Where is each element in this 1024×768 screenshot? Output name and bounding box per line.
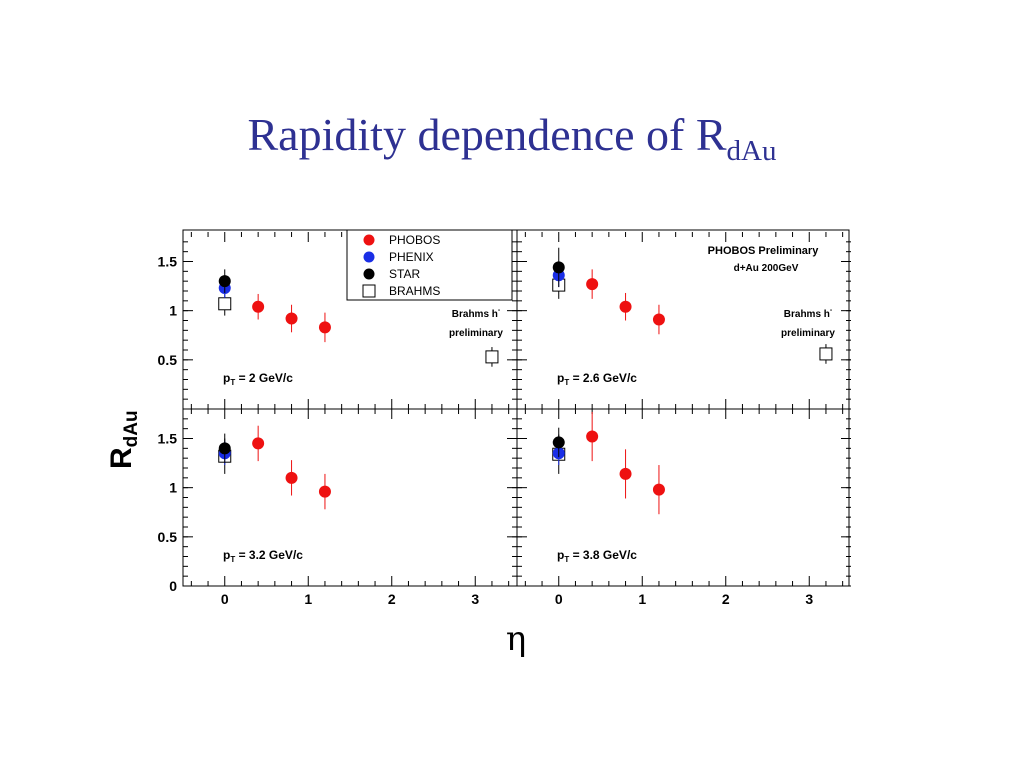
series-star	[218, 269, 231, 293]
data-point-brahms	[819, 347, 833, 361]
brahms-note-line1: Brahms h-	[452, 307, 501, 320]
y-tick-label: 1	[169, 480, 177, 496]
data-point-brahms	[218, 297, 232, 311]
legend-marker	[363, 234, 375, 246]
series-phobos	[252, 293, 331, 343]
x-tick-label: 2	[722, 591, 730, 607]
brahms-note-sup: -	[830, 307, 833, 314]
preliminary-note: PHOBOS Preliminary	[708, 245, 820, 257]
legend: PHOBOS PHENIX STAR BRAHMS	[346, 229, 513, 301]
pt-label-t: T	[230, 555, 235, 564]
y-tick-label: 0.5	[158, 352, 178, 368]
y-tick-label: 1.5	[158, 254, 178, 270]
data-point-phobos	[252, 437, 265, 450]
panel-4: pT = 3.8 GeV/c	[552, 411, 665, 564]
data-point-phobos	[318, 321, 331, 334]
pt-label-value: = 3.2 GeV/c	[235, 548, 303, 562]
data-point-star	[218, 275, 231, 288]
y-tick-label: 1.5	[158, 431, 178, 447]
data-point-brahms	[485, 350, 499, 364]
x-tick-label: 2	[388, 591, 396, 607]
data-point-phobos	[586, 430, 599, 443]
title-subscript: dAu	[726, 135, 777, 167]
brahms-note-line2: preliminary	[781, 328, 835, 339]
brahms-note-text: Brahms h	[784, 309, 830, 320]
data-point-phobos	[318, 485, 331, 498]
pt-label-value: = 2 GeV/c	[235, 371, 293, 385]
data-point-star	[552, 436, 565, 449]
plot-frame	[182, 229, 850, 587]
data-point-phobos	[586, 278, 599, 291]
pt-label-t: T	[564, 555, 569, 564]
y-axis-title-sub: dAu	[121, 410, 142, 447]
pt-label: pT = 3.2 GeV/c	[223, 548, 303, 564]
legend-entry-star: STAR	[363, 267, 420, 281]
slide-title: Rapidity dependence of RdAu	[0, 108, 1024, 168]
system-note: d+Au 200GeV	[734, 263, 799, 274]
title-main: Rapidity dependence of R	[247, 109, 727, 160]
x-tick-label: 3	[471, 591, 479, 607]
pt-label-value: = 3.8 GeV/c	[569, 548, 637, 562]
series-phobos	[252, 425, 331, 510]
legend-label: STAR	[389, 267, 420, 281]
series-phobos	[586, 269, 665, 335]
series-star	[552, 427, 565, 458]
x-tick-label: 1	[304, 591, 312, 607]
brahms-note-line2: preliminary	[449, 328, 503, 339]
brahms-note-line1: Brahms h-	[784, 307, 833, 320]
legend-entry-phobos: PHOBOS	[363, 233, 440, 247]
y-tick-label: 0	[169, 578, 177, 594]
data-point-phobos	[285, 471, 298, 484]
legend-box	[346, 229, 513, 301]
pt-label-t: T	[230, 378, 235, 387]
x-axis-title: η	[506, 619, 526, 659]
data-point-phobos	[285, 312, 298, 325]
pt-label-value: = 2.6 GeV/c	[569, 371, 637, 385]
brahms-note-sup: -	[498, 307, 501, 314]
pt-label-p: p	[223, 548, 230, 562]
series-star	[552, 247, 565, 288]
panel-1: pT = 2 GeV/c	[218, 269, 499, 387]
brahms-note-text: Brahms h	[452, 309, 498, 320]
legend-entry-phenix: PHENIX	[363, 250, 434, 264]
data-point-phobos	[652, 313, 665, 326]
data-point-phobos	[619, 300, 632, 313]
y-tick-label: 0.5	[158, 529, 178, 545]
data-point-phobos	[652, 483, 665, 496]
legend-label: PHOBOS	[389, 233, 440, 247]
data-point-star	[218, 442, 231, 455]
pt-label: pT = 2 GeV/c	[223, 371, 293, 387]
x-tick-label: 0	[221, 591, 229, 607]
legend-entry-brahms: BRAHMS	[362, 284, 440, 298]
data-point-star	[552, 261, 565, 274]
pt-label-t: T	[564, 378, 569, 387]
panel-3: pT = 3.2 GeV/c	[218, 425, 331, 564]
x-tick-label: 0	[555, 591, 563, 607]
data-point-phobos	[252, 300, 265, 313]
pt-label-p: p	[557, 371, 564, 385]
pt-label: pT = 2.6 GeV/c	[557, 371, 637, 387]
pt-label-p: p	[223, 371, 230, 385]
legend-marker	[362, 284, 376, 298]
legend-label: PHENIX	[389, 250, 434, 264]
y-tick-label: 1	[169, 303, 177, 319]
x-tick-label: 1	[638, 591, 646, 607]
panel-2: pT = 2.6 GeV/c	[552, 247, 833, 387]
y-axis-title: RdAu	[105, 410, 142, 469]
pt-label-p: p	[557, 548, 564, 562]
series-phobos	[586, 411, 665, 515]
series-star	[218, 433, 231, 464]
legend-marker	[363, 268, 375, 280]
legend-marker	[363, 251, 375, 263]
series-brahms	[218, 291, 499, 367]
data-point-phobos	[619, 467, 632, 480]
x-tick-label: 3	[805, 591, 813, 607]
pt-label: pT = 3.8 GeV/c	[557, 548, 637, 564]
y-axis-title-main: R	[105, 447, 138, 469]
legend-label: BRAHMS	[389, 284, 440, 298]
